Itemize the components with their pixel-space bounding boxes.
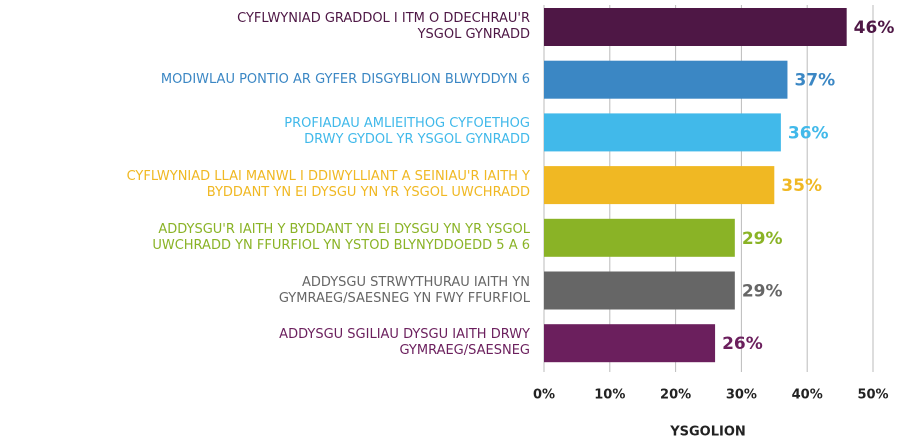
value-label: 29% — [742, 229, 783, 249]
x-tick-label: 40% — [792, 388, 823, 403]
x-tick-label: 0% — [533, 388, 555, 403]
bar — [544, 60, 788, 99]
value-label: 46% — [854, 18, 895, 38]
category-label: MODIWLAU PONTIO AR GYFER DISGYBLION BLWY… — [160, 71, 530, 87]
category-label: CYFLWYNIAD LLAI MANWL I DDIWYLLIANT A SE… — [126, 169, 530, 201]
bar — [544, 324, 716, 363]
category-label: ADDYSGU'R IAITH Y BYDDANT YN EI DYSGU YN… — [152, 221, 530, 253]
bar — [544, 113, 781, 152]
value-label: 26% — [722, 334, 763, 354]
value-label: 35% — [781, 176, 822, 196]
bar — [544, 271, 735, 310]
category-label: PROFIADAU AMLIEITHOG CYFOETHOG DRWY GYDO… — [284, 116, 530, 148]
x-axis-title: YSGOLION — [669, 425, 746, 440]
category-label: CYFLWYNIAD GRADDOL I ITM O DDECHRAU'R YS… — [237, 11, 530, 42]
value-label: 37% — [794, 71, 835, 91]
x-tick-label: 20% — [660, 388, 691, 403]
value-label: 29% — [742, 282, 783, 302]
category-label: ADDYSGU SGILIAU DYSGU IAITH DRWY GYMRAEG… — [279, 327, 530, 359]
x-tick-label: 30% — [726, 388, 757, 403]
x-tick-label: 50% — [857, 388, 888, 403]
bar — [544, 166, 775, 205]
bar — [544, 218, 735, 257]
category-label: ADDYSGU STRWYTHURAU IAITH YN GYMRAEG/SAE… — [278, 274, 530, 306]
bar — [544, 8, 847, 46]
value-label: 36% — [788, 123, 829, 143]
x-tick-label: 10% — [594, 388, 625, 403]
